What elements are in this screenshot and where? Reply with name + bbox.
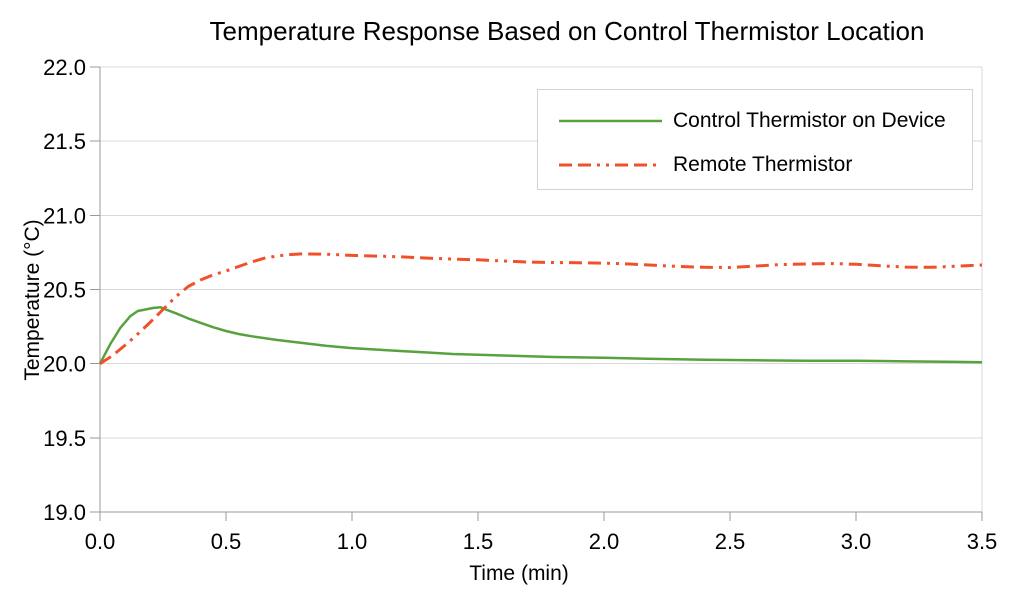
x-tick-label: 3.0 — [841, 529, 872, 554]
series-line-0 — [98, 306, 983, 365]
y-tick-label: 20.5 — [43, 278, 86, 303]
x-tick-label: 1.0 — [337, 529, 368, 554]
chart-title: Temperature Response Based on Control Th… — [209, 16, 925, 46]
x-axis-title: Time (min) — [469, 562, 569, 585]
x-tick-label: 2.5 — [715, 529, 746, 554]
y-tick-label: 22.0 — [43, 55, 86, 80]
y-axis-title: Temperature (°C) — [21, 219, 44, 381]
x-tick-label: 0.5 — [211, 529, 242, 554]
y-tick-label: 21.5 — [43, 129, 86, 154]
x-tick-label: 1.5 — [463, 529, 494, 554]
x-tick-label: 0.0 — [85, 529, 116, 554]
series-line-1 — [99, 252, 983, 365]
legend-item-control-thermistor: Control Thermistor on Device — [538, 108, 972, 134]
legend: Control Thermistor on Device Remote Ther… — [537, 89, 973, 190]
legend-item-remote-thermistor: Remote Thermistor — [538, 152, 972, 178]
y-tick-label: 21.0 — [43, 203, 86, 228]
x-tick-label: 3.5 — [967, 529, 998, 554]
x-tick-label: 2.0 — [589, 529, 620, 554]
y-tick-label: 19.0 — [43, 500, 86, 525]
legend-line-sample-control-thermistor — [559, 119, 662, 123]
legend-line-sample-remote-thermistor — [559, 163, 662, 167]
legend-label-remote-thermistor: Remote Thermistor — [673, 153, 853, 176]
y-tick-label: 20.0 — [43, 352, 86, 377]
y-tick-label: 19.5 — [43, 426, 86, 451]
legend-label-control-thermistor: Control Thermistor on Device — [673, 109, 946, 132]
